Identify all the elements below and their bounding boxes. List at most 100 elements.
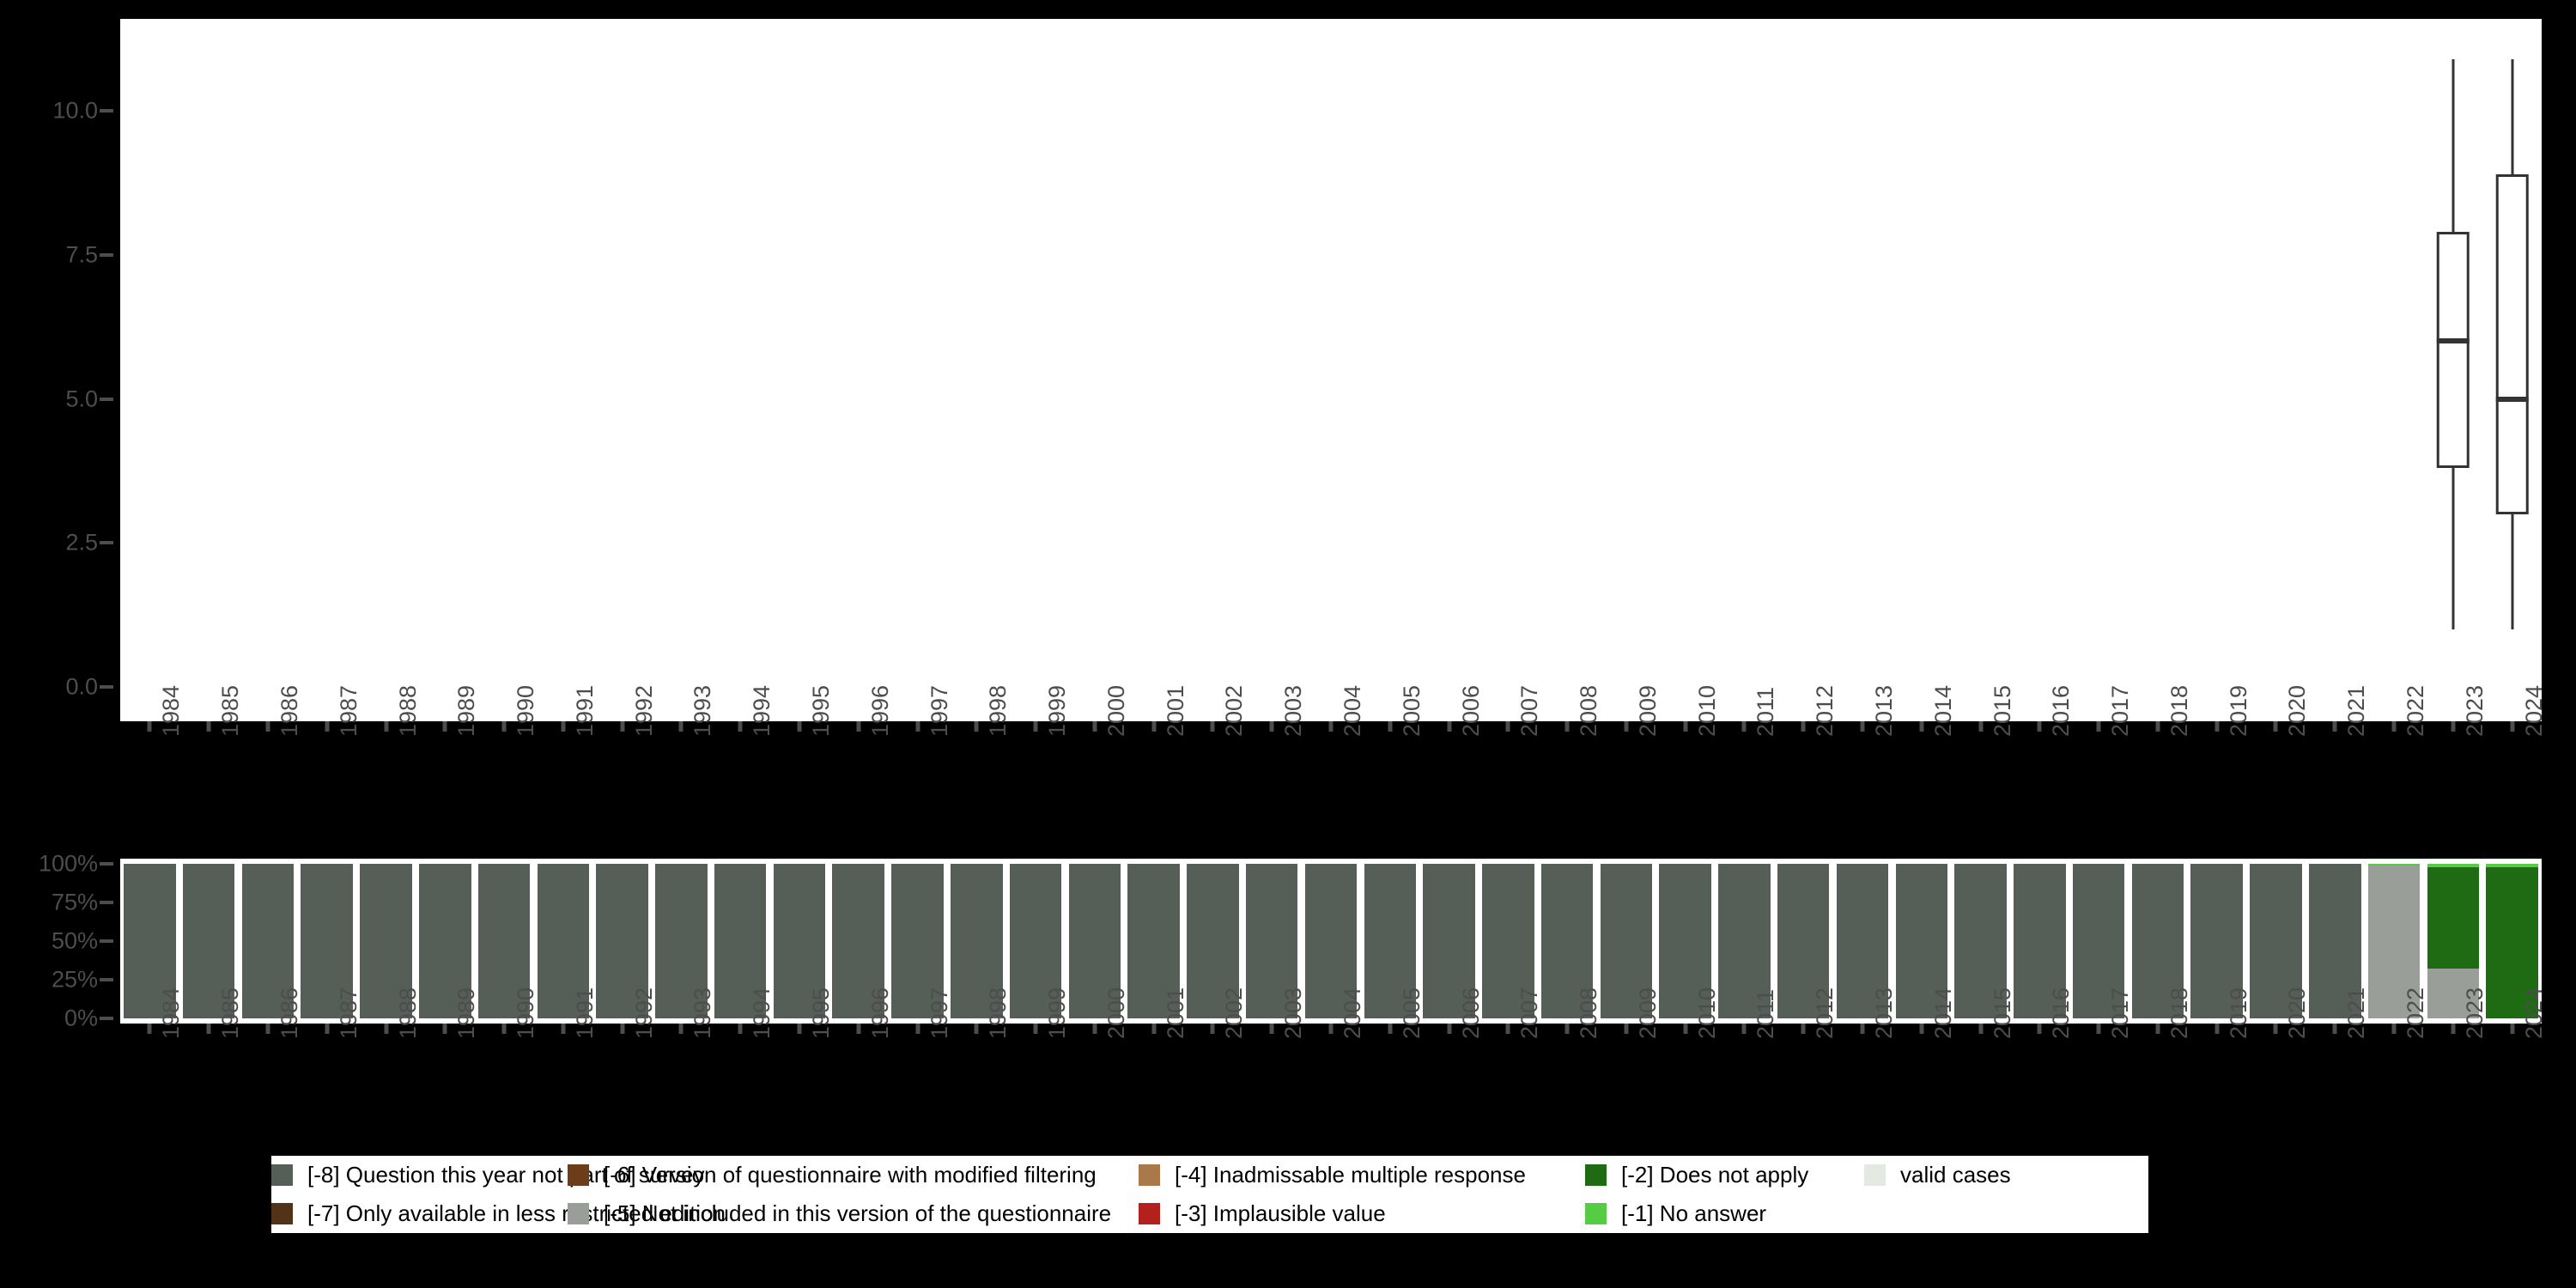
boxplot-x-tick-label: 1989 xyxy=(453,684,480,737)
boxplot-iqr-box xyxy=(2436,232,2470,468)
stacked-bar-segment xyxy=(773,864,826,1018)
boxplot-y-tick-label: 5.0 xyxy=(65,386,98,412)
boxplot-x-tick-label: 2022 xyxy=(2403,684,2429,737)
barchart-x-tick-mark xyxy=(797,1024,802,1034)
legend-swatch-icon xyxy=(271,1164,293,1186)
stacked-bar-segment xyxy=(2367,865,2421,1018)
boxplot-y-tick-mark xyxy=(100,684,113,689)
boxplot-x-tick-label: 2012 xyxy=(1812,684,1838,737)
barchart-x-tick-mark xyxy=(1564,1024,1570,1034)
stacked-bar-2020 xyxy=(2250,864,2302,1018)
stacked-bar-segment xyxy=(951,864,1003,1018)
barchart-x-tick-label: 2012 xyxy=(1812,987,1838,1039)
boxplot-y-tick-label: 2.5 xyxy=(65,529,98,556)
barchart-y-tick-mark xyxy=(100,862,113,866)
stacked-bar-segment xyxy=(2072,864,2125,1018)
stacked-bar-segment xyxy=(2427,866,2480,969)
barchart-x-tick-mark xyxy=(2332,1024,2337,1034)
stacked-bar-2002 xyxy=(1187,864,1239,1018)
stacked-bar-segment xyxy=(301,864,353,1018)
barchart-x-tick-label: 1988 xyxy=(394,987,421,1039)
boxplot-y-tick-mark xyxy=(100,252,113,257)
stacked-bar-segment xyxy=(1187,864,1239,1018)
legend-item[interactable]: [-6] Version of questionnaire with modif… xyxy=(568,1156,1097,1194)
barchart-x-tick-label: 2013 xyxy=(1871,987,1898,1039)
boxplot-x-tick-mark xyxy=(2451,721,2456,732)
barchart-x-tick-label: 1999 xyxy=(1044,987,1071,1039)
stacked-bar-2022 xyxy=(2367,864,2421,1018)
legend-swatch-icon xyxy=(1864,1164,1886,1186)
barchart-y-tick-mark xyxy=(100,978,113,981)
legend-item[interactable]: valid cases xyxy=(1864,1156,2011,1194)
stacked-bar-1987 xyxy=(301,864,353,1018)
boxplot-x-tick-mark xyxy=(678,721,683,732)
boxplot-x-tick-label: 1990 xyxy=(513,684,539,737)
legend-label: [-2] Does not apply xyxy=(1621,1162,1809,1188)
boxplot-x-tick-mark xyxy=(501,721,507,732)
boxplot-x-tick-label: 2004 xyxy=(1340,684,1365,737)
barchart-x-tick-label: 2003 xyxy=(1280,987,1307,1039)
legend-item[interactable]: [-7] Only available in less restricted e… xyxy=(271,1194,726,1233)
barchart-x-tick-label: 2016 xyxy=(2048,987,2075,1039)
boxplot-x-tick-label: 2015 xyxy=(1989,684,2015,737)
boxplot-x-tick-label: 1996 xyxy=(866,684,893,737)
boxplot-x-tick-mark xyxy=(442,721,447,732)
stacked-bar-segment xyxy=(2486,866,2538,1018)
legend-item[interactable]: [-8] Question this year not part of surv… xyxy=(271,1156,704,1194)
barchart-x-tick-label: 2024 xyxy=(2520,987,2547,1039)
boxplot-x-tick-label: 1994 xyxy=(749,684,775,737)
legend-label: [-5] Not included in this version of the… xyxy=(604,1200,1112,1226)
barchart-x-tick-label: 1994 xyxy=(749,987,775,1039)
boxplot-x-tick-label: 1985 xyxy=(217,684,244,737)
legend-swatch-icon xyxy=(1585,1164,1607,1186)
barchart-x-tick-mark xyxy=(1328,1024,1334,1034)
boxplot-x-tick-label: 2000 xyxy=(1103,684,1129,737)
legend-label: [-7] Only available in less restricted e… xyxy=(307,1200,726,1226)
barchart-x-tick-mark xyxy=(738,1024,743,1034)
barchart-x-tick-mark xyxy=(442,1024,447,1034)
boxplot-x-tick-mark xyxy=(1978,721,1984,732)
legend-item[interactable]: [-5] Not included in this version of the… xyxy=(568,1194,1111,1233)
stacked-bar-segment xyxy=(182,864,235,1018)
boxplot-x-tick-mark xyxy=(1210,721,1215,732)
boxplot-x-tick-mark xyxy=(1447,721,1452,732)
stacked-bar-2019 xyxy=(2190,864,2243,1018)
barchart-x-tick-label: 2014 xyxy=(1929,987,1956,1039)
legend-item[interactable]: [-1] No answer xyxy=(1585,1194,1766,1233)
barchart-x-tick-mark xyxy=(2037,1024,2042,1034)
boxplot-panel xyxy=(120,19,2542,721)
legend-row: [-7] Only available in less restricted e… xyxy=(271,1194,2148,1233)
stacked-bar-2008 xyxy=(1540,864,1594,1018)
barchart-x-tick-mark xyxy=(265,1024,270,1034)
stacked-bar-1990 xyxy=(477,864,531,1018)
barchart-x-tick-mark xyxy=(1092,1024,1097,1034)
boxplot-x-tick-label: 2018 xyxy=(2166,684,2192,737)
barchart-x-tick-mark xyxy=(1388,1024,1393,1034)
legend-row: [-8] Question this year not part of surv… xyxy=(271,1156,2148,1194)
legend-swatch-icon xyxy=(568,1203,589,1224)
barchart-x-tick-mark xyxy=(678,1024,683,1034)
barchart-x-tick-label: 2004 xyxy=(1340,987,1365,1039)
boxplot-x-tick-mark xyxy=(1505,721,1510,732)
legend-label: [-1] No answer xyxy=(1621,1200,1767,1226)
boxplot-x-tick-label: 1993 xyxy=(690,684,716,737)
stacked-bar-1995 xyxy=(773,864,826,1018)
barchart-x-tick-mark xyxy=(2096,1024,2101,1034)
stacked-bar-segment xyxy=(1423,864,1475,1018)
legend-item[interactable]: [-2] Does not apply xyxy=(1585,1156,1808,1194)
barchart-x-tick-label: 2000 xyxy=(1103,987,1129,1039)
stacked-bar-1998 xyxy=(951,864,1003,1018)
barchart-x-tick-mark xyxy=(856,1024,861,1034)
barchart-x-tick-label: 1987 xyxy=(335,987,361,1039)
boxplot-x-tick-label: 1984 xyxy=(158,684,185,737)
barchart-x-tick-mark xyxy=(2215,1024,2220,1034)
stacked-bar-segment xyxy=(1009,864,1062,1018)
legend-item[interactable]: [-4] Inadmissable multiple response xyxy=(1139,1156,1526,1194)
boxplot-median-line xyxy=(2495,396,2529,402)
stacked-bar-2023 xyxy=(2427,864,2480,1018)
barchart-x-tick-label: 1993 xyxy=(690,987,716,1039)
legend-item[interactable]: [-3] Implausible value xyxy=(1139,1194,1386,1233)
barchart-x-tick-label: 1984 xyxy=(158,987,185,1039)
stacked-bar-1997 xyxy=(891,864,944,1018)
